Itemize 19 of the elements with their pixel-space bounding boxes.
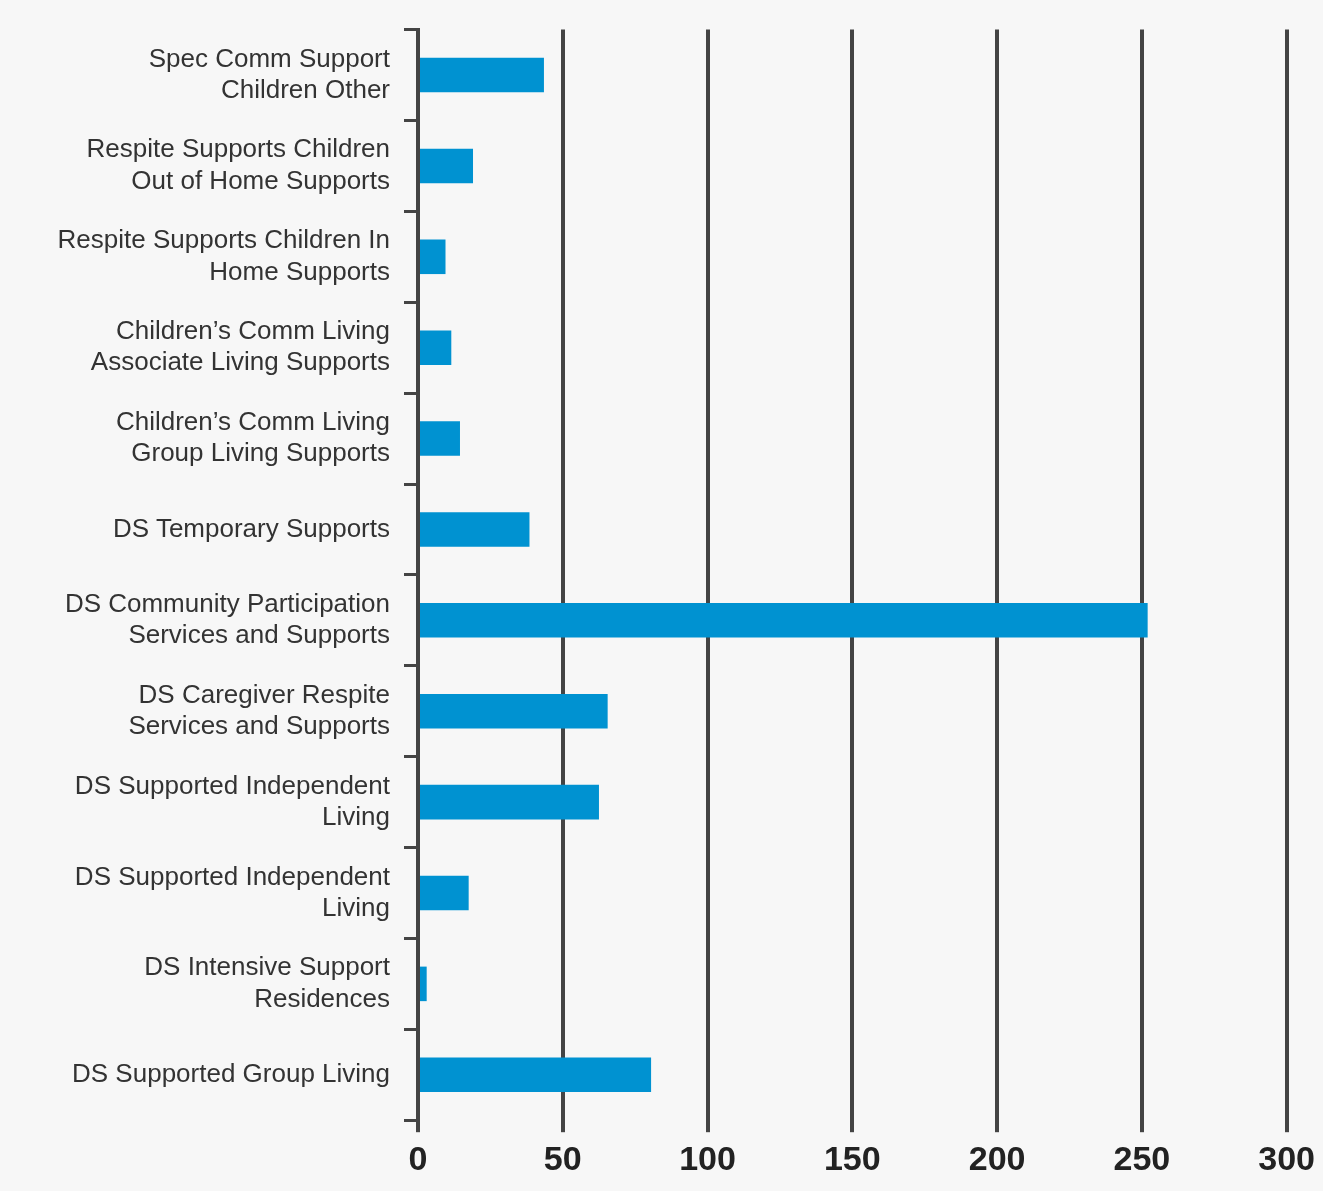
y-tick-label: DS Caregiver Respite Services and Supports [128, 678, 390, 740]
x-tick-label: 0 [408, 1138, 428, 1177]
x-tick-label: 300 [1258, 1138, 1315, 1177]
y-tick-label: Respite Supports Children Out of Home Supports [86, 133, 390, 195]
y-tick-label: Spec Comm Support Children Other [148, 42, 391, 104]
y-tick-label: DS Supported Independent Living [74, 860, 391, 922]
y-tick-label: DS Supported Group Living [72, 1057, 390, 1088]
y-tick-label: DS Supported Independent Living [74, 769, 391, 831]
x-tick-label: 200 [968, 1138, 1026, 1177]
y-tick-label: DS Temporary Supports [113, 512, 390, 543]
y-tick-label: Children’s Comm Living Group Living Supports [115, 406, 390, 468]
y-tick-label: DS Intensive Support Residences [144, 951, 391, 1013]
y-tick-label: DS Community Participation Services and Supports [64, 587, 390, 650]
x-tick-label: 50 [543, 1138, 582, 1177]
y-tick-label: Children’s Comm Living Associate Living Supports [90, 315, 390, 377]
x-tick-label: 150 [823, 1138, 881, 1177]
x-tick-label: 250 [1113, 1138, 1171, 1177]
y-tick-label: Respite Supports Children In Home Supports [57, 224, 390, 286]
x-tick-label: 100 [679, 1138, 736, 1177]
